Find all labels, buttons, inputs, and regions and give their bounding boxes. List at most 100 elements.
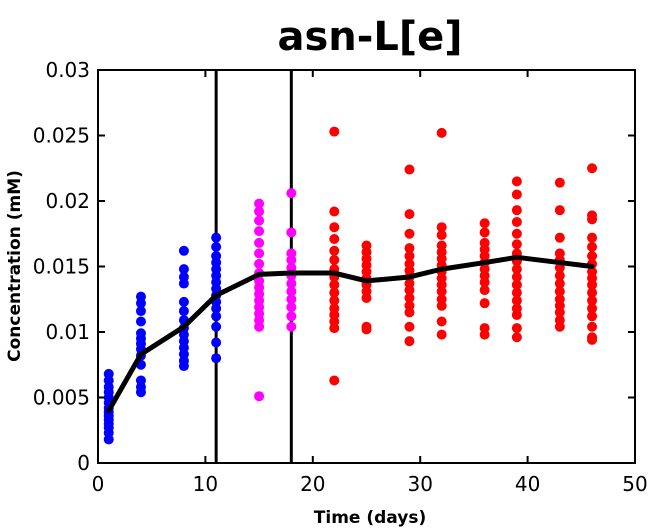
data-point <box>254 248 265 259</box>
data-point <box>329 303 340 314</box>
x-axis-ticks: 0 10 20 30 40 50 <box>92 70 648 496</box>
data-point <box>554 278 565 289</box>
y-tick-label: 0.02 <box>45 189 90 213</box>
x-tick-label: 0 <box>92 472 105 496</box>
data-point <box>286 294 297 305</box>
data-point <box>511 176 522 187</box>
data-point <box>479 323 490 334</box>
data-point <box>511 295 522 306</box>
x-tick-label: 40 <box>515 472 540 496</box>
x-tick-label: 50 <box>622 472 647 496</box>
data-point <box>211 311 222 322</box>
data-point <box>554 294 565 305</box>
data-point <box>511 287 522 298</box>
data-point <box>211 337 222 348</box>
data-point <box>436 222 447 233</box>
data-point <box>404 321 415 332</box>
y-tick-label: 0.015 <box>33 255 90 279</box>
data-point <box>511 205 522 216</box>
y-tick-label: 0.01 <box>45 320 90 344</box>
data-point <box>254 198 265 209</box>
data-point <box>329 287 340 298</box>
data-point <box>404 251 415 262</box>
data-point <box>404 209 415 220</box>
data-point <box>286 278 297 289</box>
y-axis-ticks: 0 0.005 0.01 0.015 0.02 0.025 0.03 <box>33 58 635 475</box>
data-point <box>361 321 372 332</box>
data-point <box>178 306 189 317</box>
data-point <box>436 316 447 327</box>
data-point <box>254 237 265 248</box>
data-point <box>254 215 265 226</box>
data-point <box>587 303 598 314</box>
data-point <box>178 296 189 307</box>
data-point <box>329 279 340 290</box>
data-point <box>329 295 340 306</box>
data-point <box>511 271 522 282</box>
y-tick-label: 0.03 <box>45 58 90 82</box>
data-point <box>554 315 565 326</box>
data-point <box>286 248 297 259</box>
data-point <box>135 291 146 302</box>
data-point <box>254 258 265 269</box>
chart-title: asn-L[e] <box>277 14 462 60</box>
data-point <box>479 227 490 238</box>
data-point <box>436 127 447 138</box>
data-point <box>404 300 415 311</box>
data-point <box>178 264 189 275</box>
data-point <box>587 311 598 322</box>
data-point <box>329 126 340 137</box>
data-point <box>587 251 598 262</box>
data-point <box>554 177 565 188</box>
data-point <box>479 285 490 296</box>
y-tick-label: 0.025 <box>33 124 90 148</box>
data-point <box>254 391 265 402</box>
data-point <box>404 336 415 347</box>
data-point <box>436 329 447 340</box>
data-point <box>511 279 522 290</box>
data-point <box>587 332 598 343</box>
y-tick-label: 0 <box>77 451 90 475</box>
data-point <box>286 188 297 199</box>
data-point <box>286 227 297 238</box>
data-point <box>587 163 598 174</box>
data-point <box>587 295 598 306</box>
data-point <box>554 270 565 281</box>
data-point <box>404 228 415 239</box>
x-tick-label: 20 <box>300 472 325 496</box>
data-point <box>329 245 340 256</box>
data-point <box>211 321 222 332</box>
data-point <box>286 311 297 322</box>
data-point <box>479 218 490 229</box>
data-point <box>511 332 522 343</box>
data-point <box>404 292 415 303</box>
data-point <box>329 375 340 386</box>
data-point <box>554 232 565 243</box>
data-point <box>554 205 565 216</box>
data-point <box>479 237 490 248</box>
data-point <box>178 271 189 282</box>
mean-line <box>106 254 595 414</box>
data-point <box>587 266 598 277</box>
data-point <box>211 232 222 243</box>
data-point <box>329 233 340 244</box>
data-point <box>135 375 146 386</box>
data-point <box>178 245 189 256</box>
data-point <box>587 210 598 221</box>
data-point <box>361 240 372 251</box>
data-point <box>511 228 522 239</box>
data-point <box>286 262 297 273</box>
data-point <box>329 222 340 233</box>
data-point <box>329 254 340 265</box>
y-tick-label: 0.005 <box>33 386 90 410</box>
data-point <box>587 287 598 298</box>
data-point <box>436 230 447 241</box>
data-point <box>436 294 447 305</box>
data-point <box>254 226 265 237</box>
x-axis-label: Time (days) <box>314 508 426 528</box>
data-point <box>554 248 565 259</box>
x-tick-label: 10 <box>193 472 218 496</box>
data-point <box>211 241 222 252</box>
data-point <box>254 206 265 217</box>
